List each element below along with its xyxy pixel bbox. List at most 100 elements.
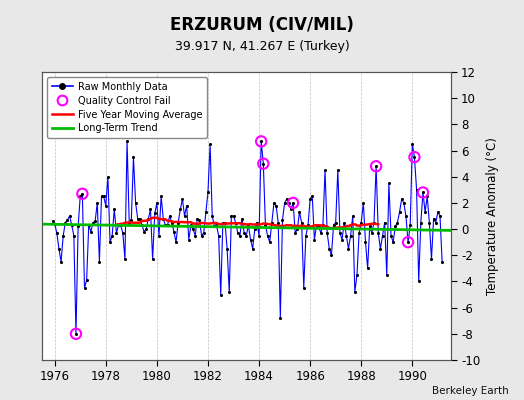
Point — [68, 222, 76, 228]
Point — [114, 222, 123, 228]
Point — [351, 289, 359, 295]
Point — [195, 217, 204, 223]
Point — [325, 246, 333, 252]
Point — [72, 331, 80, 337]
Point — [232, 219, 240, 226]
Point — [308, 193, 316, 200]
Point — [400, 200, 408, 206]
Point — [419, 189, 427, 196]
Point — [123, 138, 131, 144]
Point — [150, 210, 159, 216]
Point — [419, 189, 427, 196]
Point — [236, 232, 244, 239]
Point — [257, 138, 265, 144]
Point — [289, 200, 297, 206]
Point — [408, 141, 417, 147]
Point — [230, 213, 238, 219]
Point — [327, 252, 335, 258]
Point — [376, 246, 385, 252]
Point — [125, 219, 134, 226]
Point — [287, 206, 295, 213]
Point — [250, 226, 259, 232]
Point — [302, 232, 310, 239]
Point — [370, 219, 378, 226]
Point — [264, 232, 272, 239]
Point — [219, 219, 227, 226]
Point — [293, 226, 301, 232]
Point — [191, 232, 199, 239]
Point — [129, 154, 138, 160]
Point — [434, 209, 442, 215]
Point — [330, 222, 338, 228]
Point — [298, 219, 306, 226]
Point — [240, 230, 248, 236]
Point — [132, 200, 140, 206]
Point — [80, 285, 89, 291]
Point — [170, 228, 178, 235]
Point — [312, 222, 321, 228]
Point — [89, 219, 97, 226]
Point — [63, 217, 72, 223]
Point — [78, 190, 86, 197]
Point — [184, 236, 193, 243]
Point — [266, 239, 274, 245]
Point — [296, 209, 304, 215]
Point — [102, 202, 110, 209]
Point — [140, 228, 148, 235]
Point — [316, 230, 325, 236]
Point — [398, 196, 406, 202]
Point — [208, 213, 216, 219]
Point — [280, 200, 289, 206]
Point — [193, 216, 202, 222]
Point — [436, 213, 444, 219]
Point — [97, 193, 106, 200]
Point — [248, 246, 257, 252]
Point — [340, 219, 348, 226]
Point — [210, 223, 219, 230]
Point — [414, 278, 423, 285]
Point — [412, 187, 421, 193]
Point — [163, 222, 172, 228]
Point — [389, 239, 397, 245]
Point — [59, 232, 68, 239]
Point — [270, 200, 278, 206]
Point — [198, 232, 206, 239]
Point — [234, 230, 242, 236]
Text: ERZURUM (CIV/MIL): ERZURUM (CIV/MIL) — [170, 16, 354, 34]
Point — [148, 256, 157, 262]
Point — [146, 206, 155, 213]
Point — [70, 232, 78, 239]
Point — [259, 160, 268, 167]
Point — [366, 223, 374, 230]
Point — [423, 193, 431, 200]
Point — [244, 222, 253, 228]
Point — [127, 217, 136, 223]
Point — [355, 230, 363, 236]
Point — [372, 163, 380, 170]
Point — [336, 230, 344, 236]
Point — [152, 200, 161, 206]
Point — [406, 222, 414, 228]
Point — [166, 213, 174, 219]
Point — [91, 218, 100, 224]
Point — [82, 277, 91, 283]
Point — [116, 222, 125, 228]
Point — [342, 232, 351, 239]
Point — [93, 200, 102, 206]
Point — [393, 219, 401, 226]
Point — [427, 256, 435, 262]
Point — [212, 222, 221, 228]
Point — [78, 190, 86, 197]
Point — [257, 138, 265, 144]
Point — [180, 213, 189, 219]
Point — [221, 219, 229, 226]
Point — [138, 222, 146, 228]
Point — [134, 216, 142, 222]
Point — [52, 230, 61, 236]
Point — [432, 219, 440, 226]
Point — [106, 239, 114, 245]
Point — [387, 232, 395, 239]
Point — [276, 315, 285, 321]
Point — [200, 230, 208, 236]
Point — [344, 246, 353, 252]
